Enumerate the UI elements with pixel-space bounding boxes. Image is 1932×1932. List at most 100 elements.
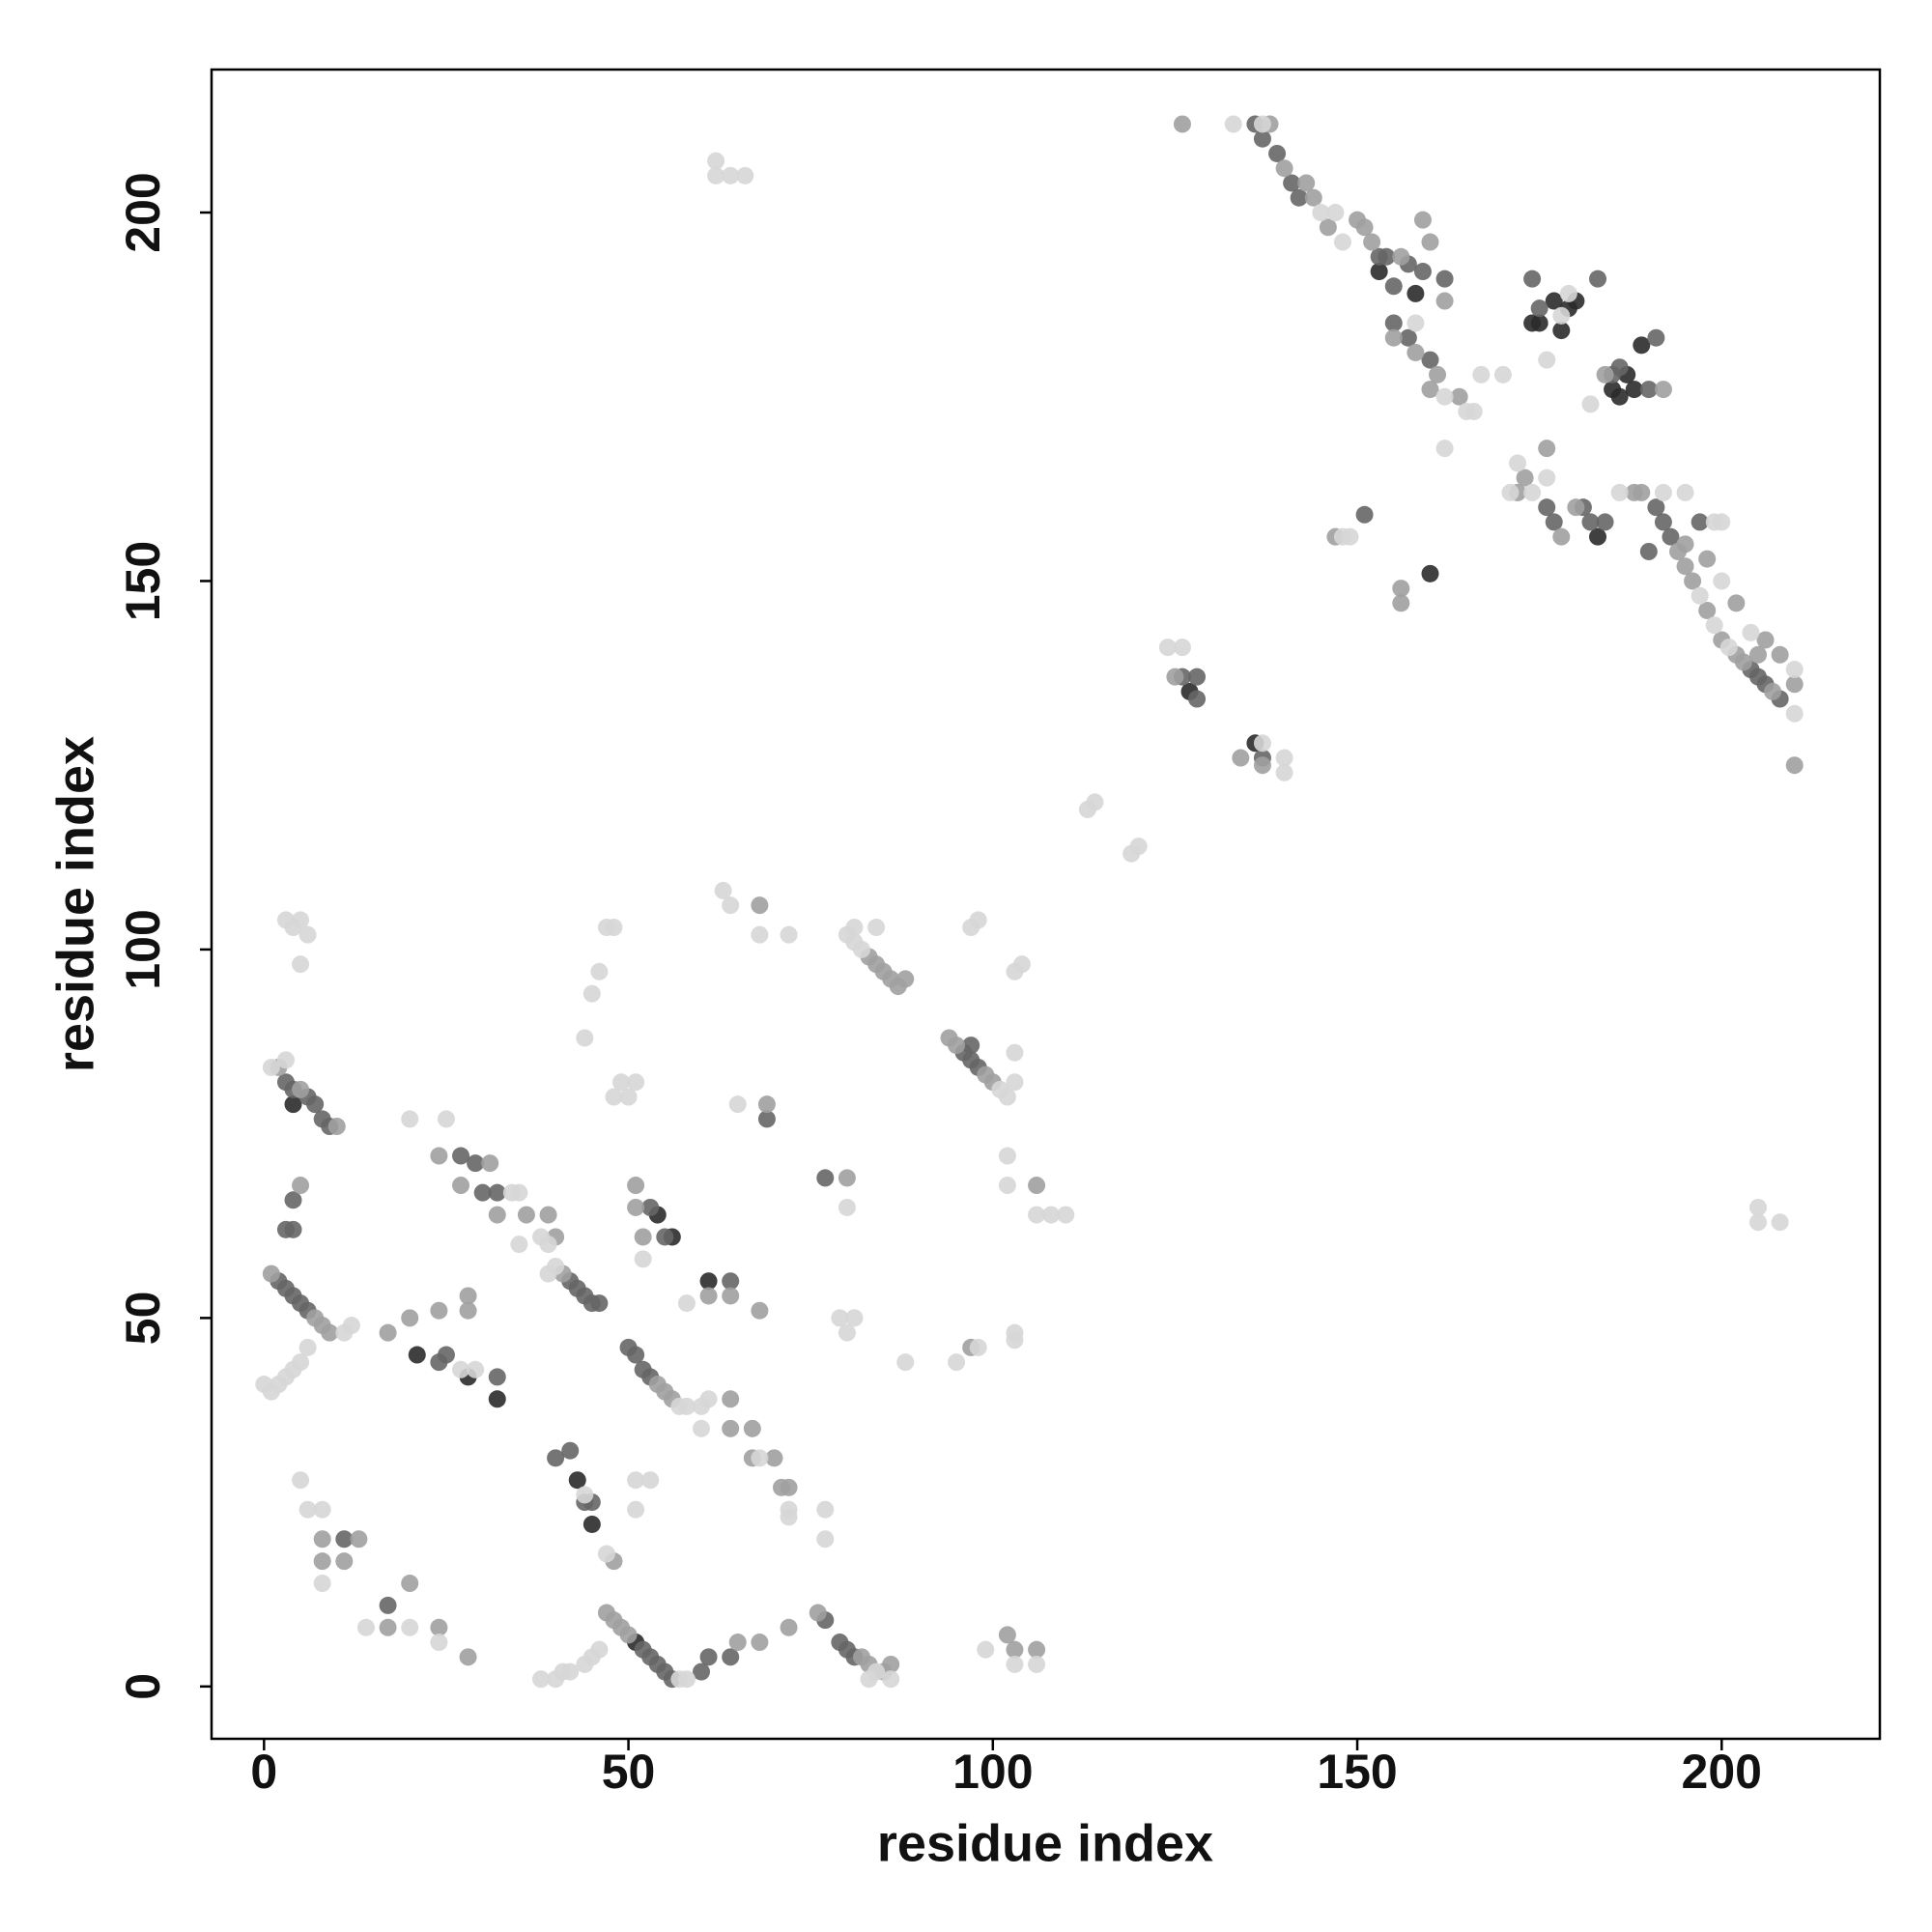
contact-point <box>1399 328 1417 347</box>
contact-point <box>1538 469 1556 487</box>
contact-point <box>539 1236 557 1254</box>
contact-point <box>1530 314 1548 332</box>
contact-point <box>1406 343 1425 361</box>
contact-point <box>1253 115 1271 133</box>
contact-point <box>707 152 725 170</box>
contact-point <box>1690 586 1709 605</box>
contact-point <box>298 1500 317 1519</box>
contact-point <box>576 1486 594 1504</box>
contact-point <box>722 1648 740 1666</box>
contact-point <box>1421 381 1439 399</box>
contact-point <box>1610 483 1629 501</box>
contact-point <box>977 1640 995 1659</box>
contact-point <box>1450 387 1468 406</box>
contact-point <box>634 1250 652 1268</box>
y-axis-label: residue index <box>46 736 104 1072</box>
contact-point <box>1006 1655 1024 1673</box>
contact-point <box>1538 440 1556 458</box>
contact-point <box>998 1088 1016 1106</box>
contact-point <box>437 1346 455 1364</box>
contact-point <box>1006 1073 1024 1092</box>
contact-point <box>1275 763 1293 781</box>
contact-point <box>1355 505 1374 524</box>
contact-point <box>276 1051 295 1069</box>
contact-point <box>1581 513 1600 531</box>
contact-point <box>852 940 870 958</box>
contact-point <box>576 1655 594 1673</box>
x-tick-label: 50 <box>602 1745 656 1799</box>
contact-point <box>641 1471 660 1490</box>
contact-point <box>1552 322 1571 340</box>
contact-point <box>1785 661 1804 679</box>
y-tick-label: 150 <box>116 541 170 621</box>
x-tick-label: 200 <box>1682 1745 1762 1799</box>
contact-point <box>335 1552 354 1571</box>
contact-point <box>1545 513 1563 531</box>
contact-point <box>292 1353 310 1372</box>
contact-point <box>262 1264 280 1283</box>
contact-point <box>605 1088 623 1106</box>
contact-point <box>1705 616 1723 635</box>
contact-point <box>619 1626 638 1644</box>
contact-point <box>452 1147 470 1165</box>
contact-point <box>292 955 310 974</box>
contact-point <box>1086 793 1104 811</box>
y-tick-label: 200 <box>116 172 170 252</box>
plot-frame <box>210 68 1882 1741</box>
y-tick-label: 100 <box>116 909 170 989</box>
contact-point <box>1253 734 1271 753</box>
contact-point <box>350 1530 368 1548</box>
contact-point <box>1173 115 1191 133</box>
contact-point <box>1501 483 1520 501</box>
contact-point <box>284 919 302 937</box>
contact-point <box>313 1530 331 1548</box>
contact-point <box>998 1626 1016 1644</box>
contact-point <box>262 1058 280 1076</box>
contact-point <box>313 1500 331 1519</box>
contact-point <box>590 1294 609 1313</box>
contact-point <box>1392 580 1410 598</box>
contact-point <box>1435 292 1454 310</box>
contact-point <box>1690 513 1709 531</box>
contact-point <box>1173 639 1191 657</box>
contact-point <box>619 1088 638 1106</box>
contact-point <box>408 1346 426 1364</box>
contact-point <box>948 1353 966 1372</box>
contact-point <box>641 1198 660 1216</box>
contact-point <box>1771 1213 1789 1232</box>
contact-point <box>452 1177 470 1195</box>
contact-point <box>327 1118 346 1136</box>
contact-point <box>1523 483 1542 501</box>
contact-point <box>1538 498 1556 517</box>
contact-point <box>1633 483 1651 501</box>
contact-point <box>867 919 886 937</box>
contact-point <box>751 925 769 944</box>
contact-point <box>1654 513 1672 531</box>
contact-point <box>867 1662 886 1681</box>
contact-point <box>467 1360 485 1378</box>
contact-point <box>1297 174 1316 192</box>
contact-point <box>699 1648 718 1666</box>
contact-point <box>1326 204 1345 222</box>
contact-point <box>722 896 740 915</box>
contact-point <box>1370 263 1388 281</box>
contact-point <box>1654 381 1672 399</box>
contact-point <box>634 1228 652 1246</box>
contact-point <box>677 1397 696 1415</box>
contact-point <box>582 1515 601 1533</box>
contact-point <box>1662 527 1680 546</box>
contact-point <box>627 1500 645 1519</box>
contact-point <box>1166 668 1184 686</box>
contact-point <box>1654 483 1672 501</box>
contact-point <box>1785 675 1804 694</box>
x-tick-label: 100 <box>952 1745 1033 1799</box>
contact-point <box>816 1530 835 1548</box>
contact-point <box>707 166 725 185</box>
contact-point <box>1429 365 1447 384</box>
contact-point <box>539 1206 557 1224</box>
contact-point <box>1384 277 1403 296</box>
contact-point <box>1006 1043 1024 1062</box>
points <box>255 115 1804 1689</box>
contact-point <box>1713 513 1731 531</box>
y-tick-label: 0 <box>116 1673 170 1700</box>
